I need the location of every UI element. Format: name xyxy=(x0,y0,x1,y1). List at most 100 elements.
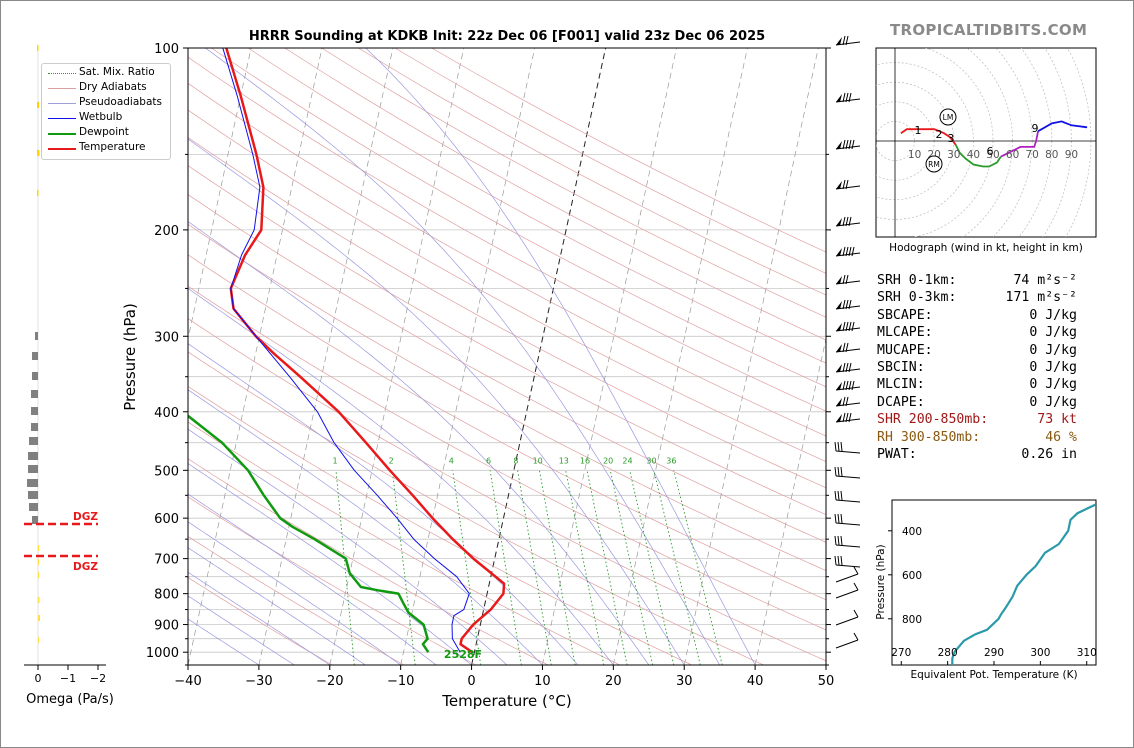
mixing-ratio-label: 24 xyxy=(622,457,632,466)
mixing-ratio-line xyxy=(609,470,654,665)
dry-adiabat xyxy=(188,56,826,412)
barb-feather xyxy=(837,513,840,524)
theta-e-x-tick-label: 270 xyxy=(891,647,911,659)
dry-adiabat xyxy=(188,318,826,662)
wind-barb xyxy=(835,321,861,332)
barb-flag xyxy=(836,344,842,352)
theta-e-y-tick-label: 400 xyxy=(902,526,922,538)
omega-bar-gray xyxy=(32,352,38,360)
y-tick-label: 500 xyxy=(154,464,179,479)
hodograph-height-label: 3 xyxy=(948,132,955,145)
barb-feather xyxy=(848,412,852,423)
omega-xlabel: Omega (Pa/s) xyxy=(26,692,114,707)
storm-motion-marker xyxy=(925,155,943,173)
barb-feather xyxy=(842,412,846,423)
barb-feather xyxy=(834,535,837,546)
wind-barb xyxy=(835,380,861,391)
dgz-label-lower: DGZ xyxy=(73,561,98,573)
dry-adiabat xyxy=(284,48,826,341)
pseudoadiabat xyxy=(365,48,756,665)
barb-feather xyxy=(845,92,849,103)
pseudoadiabat xyxy=(188,428,508,665)
pseudoadiabat xyxy=(188,343,579,665)
hodograph-segment xyxy=(954,144,1002,168)
barb-staff xyxy=(835,573,859,583)
barb-staff xyxy=(835,499,861,503)
wind-barb xyxy=(835,396,861,407)
dry-adiabat xyxy=(188,165,826,516)
barb-feather xyxy=(845,342,849,353)
barb-flag xyxy=(836,141,842,149)
barb-feather xyxy=(842,274,846,285)
mixing-ratio-line xyxy=(489,470,522,665)
hodograph-ring-label: 40 xyxy=(967,149,980,161)
theta-e-x-tick-label: 310 xyxy=(1077,647,1097,659)
barb-feather xyxy=(845,321,849,332)
hodograph-height-label: 2 xyxy=(936,128,943,141)
wind-barb xyxy=(834,535,861,548)
hodograph-ring-label: 90 xyxy=(1065,149,1078,161)
theta-e-x-tick-label: 290 xyxy=(984,647,1004,659)
barb-staff xyxy=(835,544,861,548)
pseudoadiabat xyxy=(188,618,260,665)
omega-bar-gray xyxy=(28,465,38,473)
x-tick-label: 30 xyxy=(676,674,693,689)
dry-adiabat xyxy=(188,385,692,665)
barb-flag xyxy=(836,398,842,406)
storm-motion-label: LM xyxy=(943,113,954,122)
barb-feather xyxy=(848,362,852,373)
barb-feather xyxy=(848,92,852,103)
omega-bar-yellow xyxy=(37,190,39,196)
stat-shear-200-850: SHR 200-850mb: 73 kt xyxy=(877,412,1077,428)
barb-staff xyxy=(835,639,859,649)
barb-feather xyxy=(840,555,843,566)
barb-feather xyxy=(840,490,843,501)
pseudoadiabat xyxy=(205,48,721,665)
mixing-ratio-line xyxy=(517,470,552,665)
hodograph-ring-label: 30 xyxy=(947,149,960,161)
barb-feather xyxy=(842,35,846,46)
legend-entry-mixing-ratio: Sat. Mix. Ratio xyxy=(42,66,170,81)
dry-adiabat xyxy=(188,577,333,665)
barb-feather xyxy=(834,441,837,452)
pseudoadiabat xyxy=(188,138,685,665)
y-tick-label: 300 xyxy=(154,330,179,345)
storm-motion-marker xyxy=(939,108,957,126)
barb-feather xyxy=(837,535,840,546)
barb-feather xyxy=(845,362,849,373)
omega-panel: 0 −1 −2 xyxy=(24,45,106,685)
x-tick-label: −30 xyxy=(245,674,272,689)
mixing-ratio-label: 10 xyxy=(533,457,543,466)
dry-adiabat xyxy=(247,48,826,364)
barb-feather xyxy=(842,342,846,353)
theta-e-frame xyxy=(891,499,1097,666)
mixing-ratio-label: 30 xyxy=(646,457,656,466)
barb-feather xyxy=(837,441,840,452)
omega-bar-gray xyxy=(28,491,38,499)
barb-feather xyxy=(840,466,843,477)
barb-feather xyxy=(842,216,846,227)
storm-motion-label: RM xyxy=(928,160,940,169)
isotherm xyxy=(754,336,826,665)
legend-entry-temperature: Temperature xyxy=(42,141,170,156)
barb-feather xyxy=(851,321,855,332)
barb-flag xyxy=(836,414,842,422)
omega-bar-gray xyxy=(29,503,38,511)
mixing-ratio-line xyxy=(629,470,675,665)
dry-adiabat xyxy=(188,536,405,665)
y-tick-label: 1000 xyxy=(146,646,179,661)
mixing-ratio-label: 8 xyxy=(513,457,518,466)
x-tick-label: −10 xyxy=(387,674,414,689)
legend-entry-dewpoint: Dewpoint xyxy=(42,126,170,141)
omega-bar-yellow xyxy=(38,615,40,621)
surface-label: 2528F xyxy=(444,648,482,661)
barb-feather xyxy=(842,139,846,150)
omega-bar-gray xyxy=(32,516,38,524)
barb-feather xyxy=(848,321,852,332)
omega-bar-gray xyxy=(31,423,38,431)
pseudoadiabat xyxy=(188,287,614,665)
x-tick-label: −20 xyxy=(316,674,343,689)
barb-feather xyxy=(848,216,852,227)
wind-barb xyxy=(835,139,861,150)
theta-e-line xyxy=(951,503,1096,665)
